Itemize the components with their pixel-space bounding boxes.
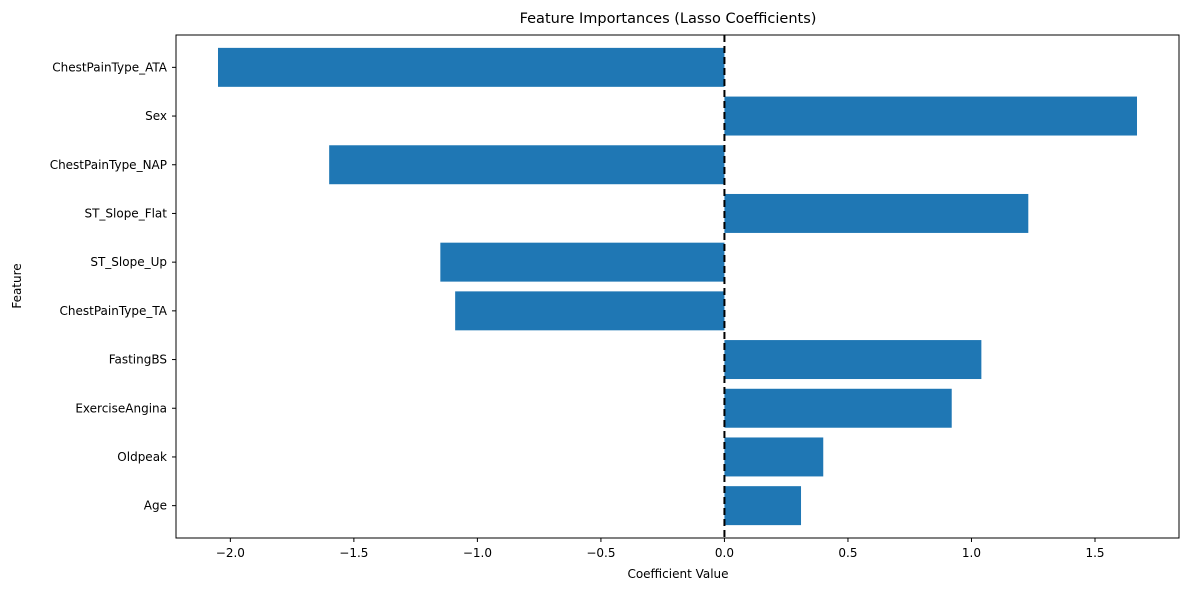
y-tick-label: ST_Slope_Up xyxy=(90,255,167,269)
y-tick-label: ChestPainType_ATA xyxy=(52,60,168,74)
bars-group xyxy=(217,47,1138,526)
y-tick-label: Oldpeak xyxy=(117,450,167,464)
x-tick-label: −1.5 xyxy=(339,546,368,560)
bar-age xyxy=(724,486,802,526)
x-tick-label: 0.0 xyxy=(715,546,734,560)
y-axis-label: Feature xyxy=(10,263,24,308)
bar-chestpaintype-ata xyxy=(217,47,725,87)
y-tick-label: ST_Slope_Flat xyxy=(84,206,167,220)
bar-chestpaintype-ta xyxy=(455,291,725,331)
y-tick-label: FastingBS xyxy=(109,353,167,367)
bar-st-slope-flat xyxy=(724,193,1029,233)
bar-sex xyxy=(724,96,1138,136)
x-axis: −2.0 −1.5 −1.0 −0.5 0.0 0.5 1.0 1.5 xyxy=(216,538,1105,560)
y-tick-label: ChestPainType_NAP xyxy=(50,158,167,172)
x-tick-label: −2.0 xyxy=(216,546,245,560)
bar-st-slope-up xyxy=(440,242,725,282)
x-tick-label: −0.5 xyxy=(586,546,615,560)
bar-exerciseangina xyxy=(724,388,952,428)
bar-fastingbs xyxy=(724,340,982,380)
plot-frame xyxy=(175,34,1180,539)
y-axis: ChestPainType_ATA Sex ChestPainType_NAP ST_… xyxy=(50,60,176,513)
x-tick-label: −1.0 xyxy=(463,546,492,560)
y-tick-label: ExerciseAngina xyxy=(75,401,167,415)
x-tick-label: 1.0 xyxy=(962,546,981,560)
y-tick-label: ChestPainType_TA xyxy=(60,304,168,318)
y-tick-label: Age xyxy=(144,499,167,513)
y-tick-label: Sex xyxy=(145,109,167,123)
x-axis-label: Coefficient Value xyxy=(627,567,728,581)
x-tick-label: 0.5 xyxy=(838,546,857,560)
bar-chestpaintype-nap xyxy=(329,145,725,185)
chart-title: Feature Importances (Lasso Coefficients) xyxy=(520,11,817,27)
x-tick-label: 1.5 xyxy=(1085,546,1104,560)
bar-oldpeak xyxy=(724,437,824,477)
